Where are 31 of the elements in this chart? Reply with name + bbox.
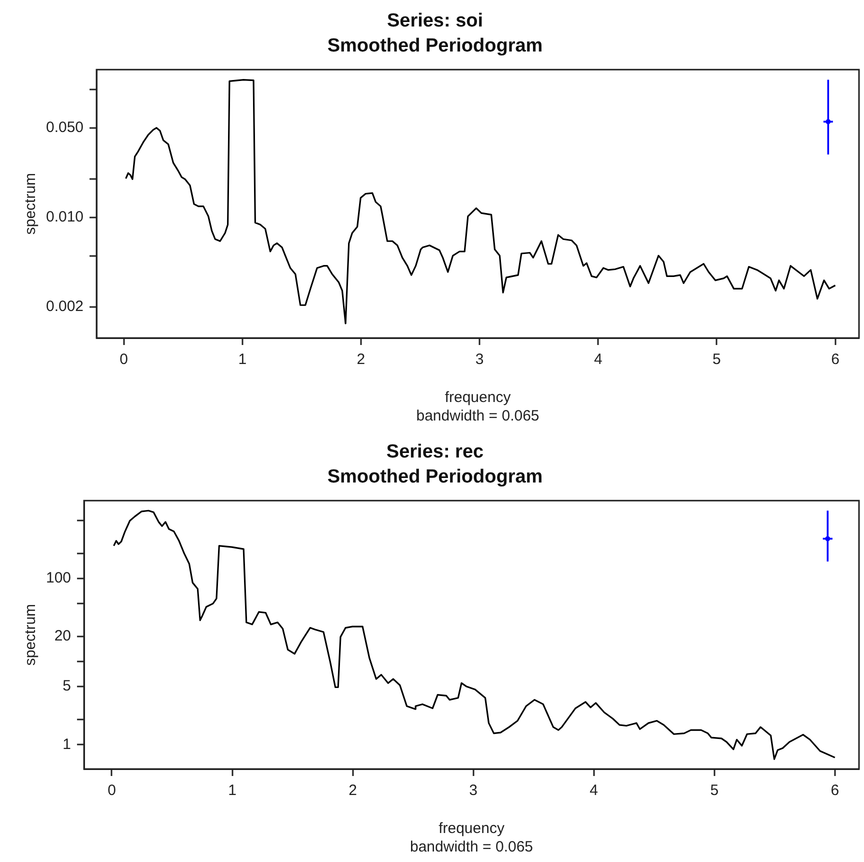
x-tick-label: 0 — [120, 351, 128, 368]
x-tick-label: 3 — [475, 351, 484, 368]
y-tick-label: 0.050 — [46, 119, 84, 136]
x-tick-label: 4 — [590, 782, 598, 800]
y-axis-title: spectrum — [22, 172, 40, 235]
x-tick-label: 6 — [831, 351, 840, 368]
x-tick-label: 4 — [594, 351, 602, 368]
x-tick-label: 0 — [108, 782, 116, 800]
chart-title: Series: soi — [386, 10, 484, 32]
x-axis-title: frequency — [438, 820, 505, 838]
x-tick-label: 6 — [830, 782, 840, 800]
x-tick-label: 2 — [356, 351, 366, 368]
chart-subtitle: Smoothed Periodogram — [327, 35, 543, 56]
y-tick-label: 20 — [54, 628, 72, 645]
y-tick-label: 0.002 — [46, 298, 84, 315]
x-tick-label: 2 — [348, 782, 357, 800]
x-tick-label: 1 — [228, 782, 236, 800]
x-tick-label: 5 — [710, 782, 719, 800]
chart-title: Series: rec — [386, 442, 484, 463]
y-tick-label: 5 — [62, 678, 72, 695]
x-tick-label: 3 — [469, 782, 478, 800]
y-axis-title: spectrum — [22, 604, 40, 666]
chart-subtitle: Smoothed Periodogram — [327, 466, 543, 488]
y-tick-label: 0.010 — [46, 208, 84, 226]
y-tick-label: 100 — [46, 570, 72, 587]
x-tick-label: 1 — [238, 351, 247, 368]
y-tick-label: 1 — [62, 736, 72, 753]
text: bandwidth = 0.065 — [416, 408, 540, 425]
x-axis-title: frequency — [444, 389, 512, 406]
x-tick-label: 5 — [712, 351, 721, 368]
text: bandwidth = 0.065 — [410, 838, 534, 856]
